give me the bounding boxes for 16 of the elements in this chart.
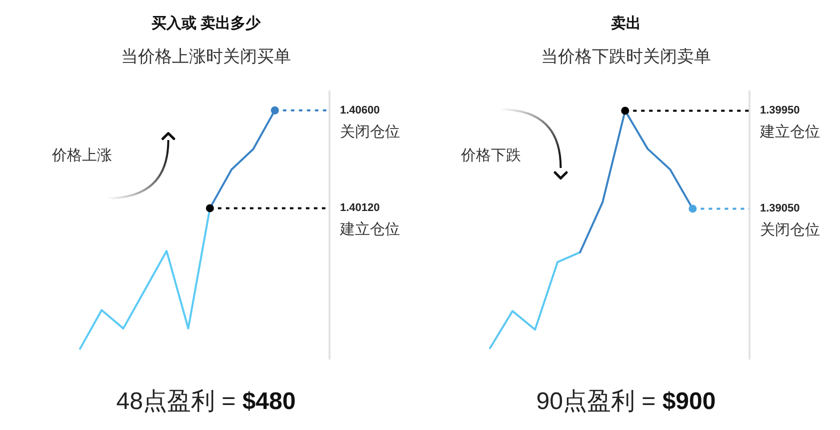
ref-line-label: 1.39050: [760, 202, 800, 215]
annotation: 价格上涨: [51, 147, 112, 164]
text: 关闭仓位: [340, 123, 400, 140]
annotation: 价格下跌: [460, 147, 521, 164]
text: 建立仓位: [339, 221, 400, 238]
chart-subtitle: 当价格上涨时关闭买单: [121, 47, 291, 66]
text: 关闭仓位: [760, 222, 820, 239]
chart-title: 买入或 卖出多少: [151, 15, 262, 32]
chart-title: 卖出: [611, 15, 641, 32]
ref-line-label: 1.40120: [340, 202, 380, 214]
chart-subtitle: 当价格下跌时关闭卖单: [541, 47, 711, 66]
text: 48点盈利 = $480: [116, 388, 296, 415]
ref-line-label: 1.39950: [760, 104, 800, 117]
text: 建立仓位: [759, 124, 820, 141]
text: 90点盈利 = $900: [536, 388, 716, 415]
ref-line-label: 1.40600: [340, 104, 380, 116]
